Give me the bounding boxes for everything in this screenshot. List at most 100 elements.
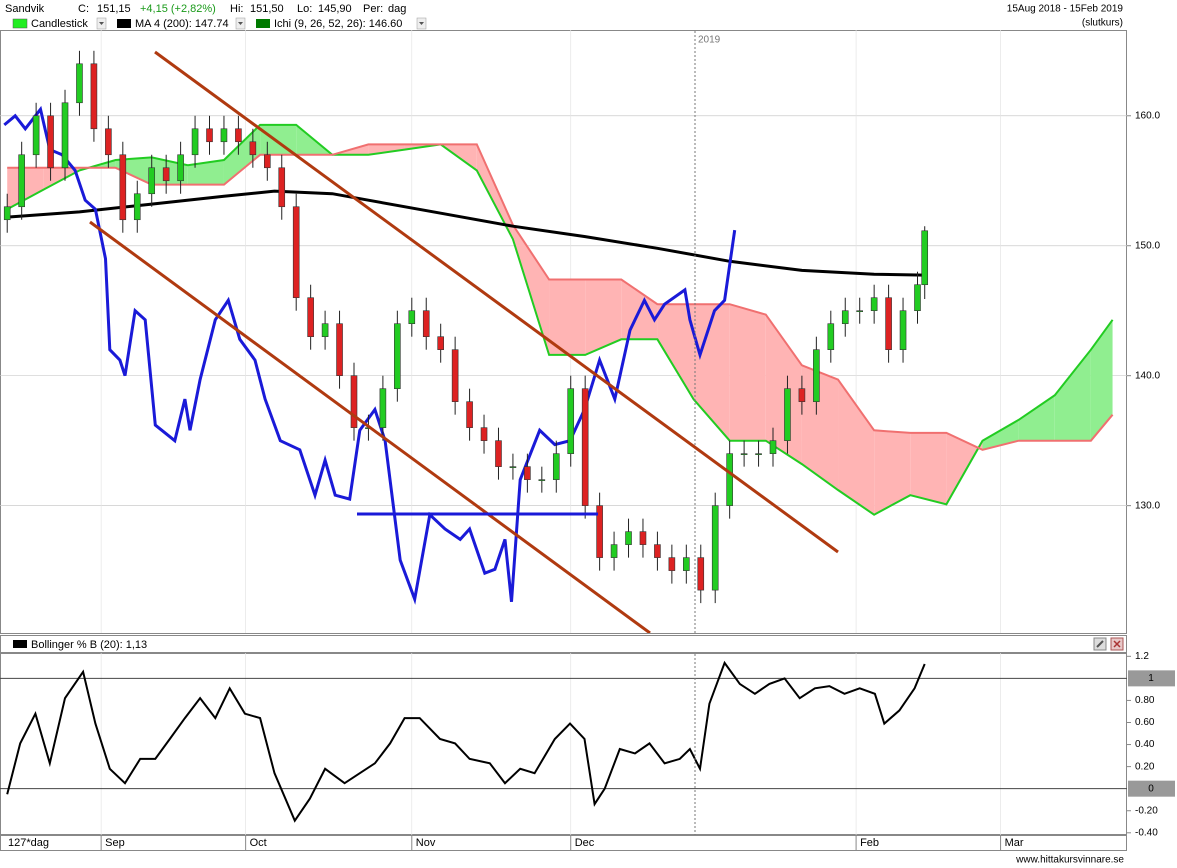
span-b-line (7, 143, 1114, 451)
price-type: (slutkurs) (1082, 18, 1123, 29)
candle-body (61, 102, 69, 169)
candle-body (278, 167, 286, 208)
candle-body (206, 128, 213, 143)
y-tick-label: -0.40 (1135, 827, 1158, 838)
candle-body (235, 128, 242, 143)
y-tick-label: 0.60 (1135, 717, 1155, 728)
trend-line (154, 50, 839, 554)
overlay-line (3, 105, 737, 605)
close-icon (1113, 640, 1121, 648)
reference-label: 1 (1148, 673, 1154, 684)
high-label: Hi: (230, 3, 243, 15)
candle-body (921, 230, 929, 286)
cloud-segment (693, 304, 730, 441)
axes: 130.0140.0150.0160.0SepOctNovDec2019FebM… (100, 110, 1175, 850)
legend-label[interactable]: Ichi (9, 26, 52, 26): 146.60 (274, 18, 402, 30)
candle-body (668, 557, 676, 571)
candle-body (769, 440, 777, 454)
year-label: 2019 (698, 35, 721, 46)
percent-b-line (6, 660, 926, 823)
candle-body (177, 154, 184, 182)
candle-body (552, 453, 560, 480)
cloud-segment (801, 365, 839, 491)
legend-swatch (13, 640, 27, 648)
candle-body (827, 323, 835, 350)
close-value: 151,15 (97, 3, 131, 15)
candle-body (191, 128, 199, 156)
legend-label[interactable]: Candlestick (31, 18, 88, 30)
ma-line (7, 189, 925, 277)
high-value: 151,50 (250, 3, 284, 15)
dropdown-arrow (238, 22, 243, 25)
candle-body (870, 297, 878, 312)
candle-body (76, 63, 83, 104)
candle-body (336, 323, 343, 376)
candle-body (711, 505, 719, 591)
candle-body (292, 206, 300, 299)
lower-plot-frame (0, 653, 1127, 835)
reference-label: 0 (1148, 783, 1154, 794)
cloud-segment (1018, 395, 1055, 441)
close-label: C: (78, 3, 89, 15)
candle-body (740, 453, 748, 455)
lower-plot (0, 653, 1127, 835)
y-tick-label: 130.0 (1135, 500, 1160, 511)
cloud-segment (838, 379, 875, 515)
candle-body (755, 453, 762, 455)
candle-body (899, 310, 907, 350)
period-count: 127*dag (8, 837, 49, 849)
cloud-segment (476, 144, 513, 240)
candle-body (538, 479, 546, 481)
candle-body (307, 297, 314, 337)
source: www.hittakursvinnare.se (1015, 855, 1124, 866)
candle-body (119, 154, 127, 221)
reference-label-box (1128, 670, 1175, 687)
candle-body (379, 388, 387, 428)
candle-body (162, 167, 170, 182)
candle-body (350, 375, 358, 428)
candle-body (610, 544, 618, 558)
candle-body (90, 63, 98, 130)
candle-body (105, 128, 112, 156)
candle-body (509, 466, 517, 468)
trend-line (89, 220, 651, 633)
candle-body (3, 206, 11, 221)
x-axis-strip (0, 835, 1127, 851)
candle-body (220, 128, 228, 143)
y-tick-label: -0.20 (1135, 805, 1158, 816)
candle-body (683, 557, 690, 571)
candle-body (264, 154, 271, 169)
candle-body (495, 440, 502, 467)
date-range: 15Aug 2018 - 15Feb 2019 (1007, 4, 1124, 15)
drawings (89, 31, 839, 633)
change-value: +4,15 (+2,82%) (140, 3, 216, 15)
y-tick-label: 0.40 (1135, 739, 1155, 750)
candle-body (466, 401, 473, 428)
candle-body (798, 388, 806, 402)
lower-panel-title: Bollinger % B (20): 1,13 (31, 639, 147, 651)
cloud-segment (223, 124, 261, 185)
x-tick-label: Dec (575, 837, 595, 849)
candle-body (451, 349, 459, 402)
candle-body (567, 388, 575, 454)
candle-body (625, 531, 632, 545)
y-tick-label: 0.80 (1135, 695, 1155, 706)
legend-label[interactable]: MA 4 (200): 147.74 (135, 18, 229, 30)
cloud-segment (1054, 349, 1091, 441)
period-value: dag (388, 3, 406, 15)
period-label: Per: (363, 3, 383, 15)
candle-body (914, 284, 921, 312)
candle-body (726, 453, 733, 506)
candle-body (422, 310, 430, 337)
x-tick-label: Nov (416, 837, 436, 849)
candle-body (32, 115, 40, 156)
x-tick-label: Sep (105, 837, 125, 849)
legend-swatch (256, 19, 270, 28)
dropdown-arrow (419, 22, 424, 25)
candle-body (133, 193, 141, 221)
candle-body (394, 323, 401, 389)
y-tick-label: 0.20 (1135, 761, 1155, 772)
stock-name: Sandvik (5, 3, 45, 15)
cloud-segment (7, 167, 44, 210)
candle-body (856, 310, 863, 313)
